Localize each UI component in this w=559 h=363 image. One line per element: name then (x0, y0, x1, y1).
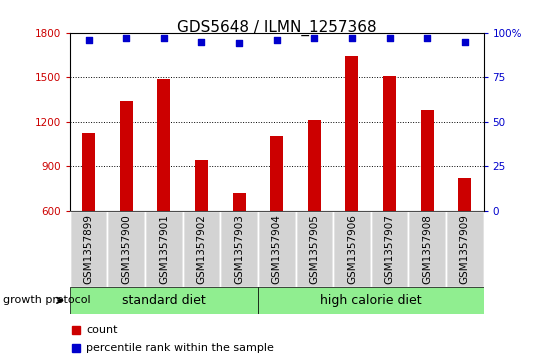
Bar (183, 211, 220, 287)
Bar (145, 211, 183, 287)
Text: GSM1357908: GSM1357908 (422, 214, 432, 284)
Bar (258, 211, 296, 287)
Bar (195, 160, 208, 211)
Text: GSM1357899: GSM1357899 (84, 214, 94, 284)
Bar (70, 287, 258, 314)
Text: high calorie diet: high calorie diet (320, 294, 421, 307)
Point (122, 35, 131, 41)
Point (348, 35, 357, 41)
Point (159, 35, 168, 41)
Bar (446, 211, 484, 287)
Text: GSM1357907: GSM1357907 (385, 214, 395, 284)
Text: GSM1357906: GSM1357906 (347, 214, 357, 284)
Point (235, 40, 244, 46)
Bar (458, 178, 471, 211)
Bar (107, 211, 145, 287)
Bar (120, 101, 133, 211)
Bar (220, 211, 258, 287)
Point (423, 35, 432, 41)
Bar (157, 79, 170, 211)
Text: growth protocol: growth protocol (3, 295, 91, 305)
Text: GSM1357901: GSM1357901 (159, 214, 169, 284)
Point (197, 38, 206, 44)
Bar (82, 134, 95, 211)
Text: standard diet: standard diet (122, 294, 206, 307)
Bar (307, 120, 321, 211)
Point (310, 35, 319, 41)
Text: GSM1357903: GSM1357903 (234, 214, 244, 284)
Bar (296, 211, 333, 287)
Bar (408, 211, 446, 287)
Text: count: count (87, 325, 118, 335)
Bar (233, 193, 245, 211)
Bar (371, 211, 408, 287)
Bar (345, 56, 358, 211)
Bar (70, 211, 107, 287)
Bar (383, 76, 396, 211)
Text: GSM1357904: GSM1357904 (272, 214, 282, 284)
Text: GSM1357905: GSM1357905 (309, 214, 319, 284)
Bar (270, 136, 283, 211)
Bar (420, 110, 434, 211)
Point (460, 38, 469, 44)
Bar (258, 287, 484, 314)
Text: GSM1357902: GSM1357902 (197, 214, 206, 284)
Text: GSM1357900: GSM1357900 (121, 214, 131, 284)
Point (385, 35, 394, 41)
Text: GSM1357909: GSM1357909 (459, 214, 470, 284)
Point (272, 37, 281, 43)
Bar (333, 211, 371, 287)
Point (84, 37, 93, 43)
Text: GDS5648 / ILMN_1257368: GDS5648 / ILMN_1257368 (177, 20, 377, 36)
Text: percentile rank within the sample: percentile rank within the sample (87, 343, 274, 353)
